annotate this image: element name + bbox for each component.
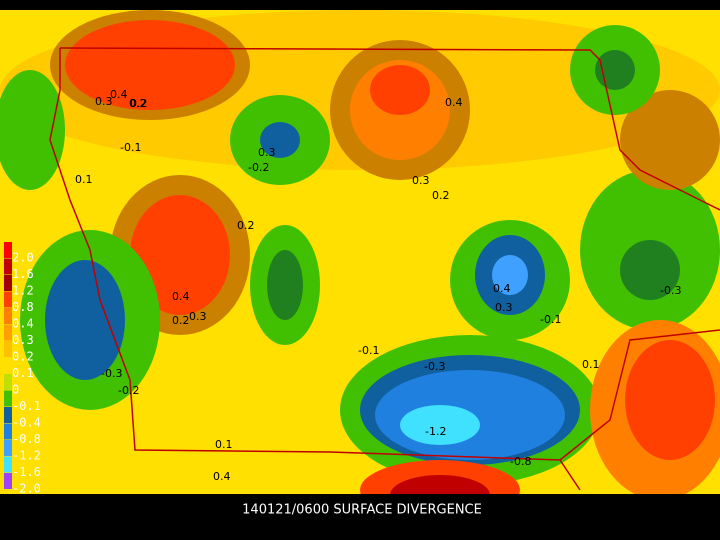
legend-label: 0.1 bbox=[12, 366, 34, 380]
legend-swatch bbox=[4, 275, 12, 291]
contour-label: -0.1 bbox=[540, 313, 561, 326]
contour-label: -0.3 bbox=[424, 360, 445, 373]
legend-label: -2.0 bbox=[12, 482, 41, 496]
legend-swatch bbox=[4, 423, 12, 440]
contour-label: 0.4 bbox=[445, 96, 463, 109]
contour-label: 0.2 bbox=[129, 97, 147, 110]
legend-swatch bbox=[4, 374, 12, 390]
contour-label: 0.4 bbox=[493, 282, 511, 295]
legend-swatch bbox=[4, 242, 12, 258]
divergence-field bbox=[0, 10, 720, 520]
contour-label: 0.3 bbox=[412, 174, 430, 187]
legend-swatch bbox=[4, 308, 12, 324]
legend-label: -0.1 bbox=[12, 399, 41, 413]
contour-label: -0.1 bbox=[120, 141, 141, 154]
contour-label: 0.1 bbox=[215, 438, 233, 451]
contour-label: 0.4 bbox=[172, 290, 190, 303]
contour-label: -0.3 bbox=[660, 284, 681, 297]
contour-label: -1.2 bbox=[425, 425, 446, 438]
contour-label: 0.3 bbox=[258, 146, 276, 159]
legend-label: 0.8 bbox=[12, 300, 34, 314]
legend-label: -0.4 bbox=[12, 416, 41, 430]
legend-label: -0.8 bbox=[12, 432, 41, 446]
contour-label: 0.3 bbox=[189, 310, 207, 323]
state-borders bbox=[49, 47, 720, 491]
contour-label: -0.8 bbox=[510, 455, 531, 468]
legend-label: 0 bbox=[12, 383, 19, 397]
legend-swatch bbox=[4, 341, 12, 357]
legend-label: -1.2 bbox=[12, 449, 41, 463]
contour-label: 0.4 bbox=[213, 470, 231, 483]
legend-swatch bbox=[4, 291, 12, 308]
contour-label: 0.3 bbox=[95, 95, 113, 108]
contour-label: 0.2 bbox=[130, 97, 148, 110]
legend-label: 1.6 bbox=[12, 267, 34, 281]
contour-label: 0.2 bbox=[172, 314, 190, 327]
legend-swatch bbox=[4, 324, 12, 341]
legend-swatch bbox=[4, 456, 12, 473]
legend-label: 2.0 bbox=[12, 251, 34, 265]
contour-labels: 0.40.3 0.20.1-0.10.40.30.2-0.20.30.40.2 0.… bbox=[75, 88, 681, 483]
contour-label: -0.1 bbox=[358, 344, 379, 357]
contour-label: 0.1 bbox=[582, 358, 600, 371]
legend-swatch bbox=[4, 473, 12, 489]
legend-label: -1.6 bbox=[12, 465, 41, 479]
legend: 2.0 1.6 1.2 0.8 0.4 0.3 0.2 0.1 0 -0.1 -0.4 -0.8 -1.… bbox=[4, 242, 41, 496]
contour-label: 0.4 bbox=[110, 88, 128, 101]
legend-swatch bbox=[4, 440, 12, 456]
legend-swatch bbox=[4, 357, 12, 374]
caption: 140121/0600 SURFACE DIVERGENCE bbox=[242, 503, 482, 518]
legend-label: 1.2 bbox=[12, 284, 34, 298]
legend-swatch bbox=[4, 390, 12, 407]
legend-label: 0.3 bbox=[12, 333, 34, 347]
legend-swatch bbox=[4, 258, 12, 275]
contour-label: 0.2 bbox=[432, 189, 450, 202]
legend-label: 0.2 bbox=[12, 350, 34, 364]
contour-label: -0.2 bbox=[248, 161, 269, 174]
legend-swatch bbox=[4, 407, 12, 423]
contour-label: 0.1 bbox=[75, 173, 93, 186]
contour-label: -0.2 bbox=[118, 384, 139, 397]
contour-label: 0.2 bbox=[237, 219, 255, 232]
contour-label: 0.3 bbox=[495, 301, 513, 314]
contour-label: -0.3 bbox=[101, 367, 122, 380]
caption-bar bbox=[0, 494, 720, 540]
legend-label: 0.4 bbox=[12, 317, 34, 331]
